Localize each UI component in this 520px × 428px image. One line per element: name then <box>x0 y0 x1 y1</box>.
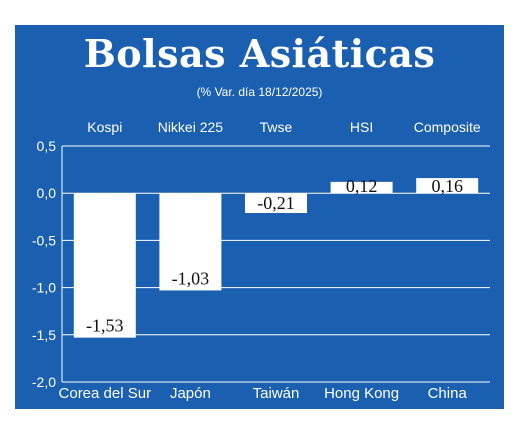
data-label: -1,03 <box>172 268 210 288</box>
y-tick-label: -0,5 <box>32 232 56 248</box>
category-label: Composite <box>414 119 481 135</box>
bar <box>73 193 136 338</box>
bar <box>159 193 222 291</box>
data-label: -1,53 <box>86 316 124 336</box>
category-label: Twse <box>260 119 293 135</box>
y-tick-label: -1,0 <box>32 280 56 296</box>
country-label: China <box>428 385 468 402</box>
bar <box>245 193 307 214</box>
data-label: -0,21 <box>257 193 295 213</box>
y-tick-label: -1,5 <box>32 327 56 343</box>
data-label: 0,16 <box>431 176 463 196</box>
country-label: Taiwán <box>253 385 300 402</box>
country-label: Corea del Sur <box>59 385 152 402</box>
country-label: Hong Kong <box>324 385 399 402</box>
category-label: Nikkei 225 <box>158 119 224 135</box>
y-tick-label: 0,0 <box>37 185 57 201</box>
chart-title: Bolsas Asiáticas <box>83 31 436 76</box>
bar <box>416 178 479 194</box>
y-tick-label: 0,5 <box>37 138 57 154</box>
bar <box>330 181 393 194</box>
country-label: Japón <box>170 385 211 402</box>
data-label: 0,12 <box>346 176 378 196</box>
chart-subtitle: (% Var. día 18/12/2025) <box>196 85 323 99</box>
y-tick-label: -2,0 <box>32 374 56 390</box>
category-label: HSI <box>350 119 373 135</box>
category-label: Kospi <box>87 119 122 135</box>
